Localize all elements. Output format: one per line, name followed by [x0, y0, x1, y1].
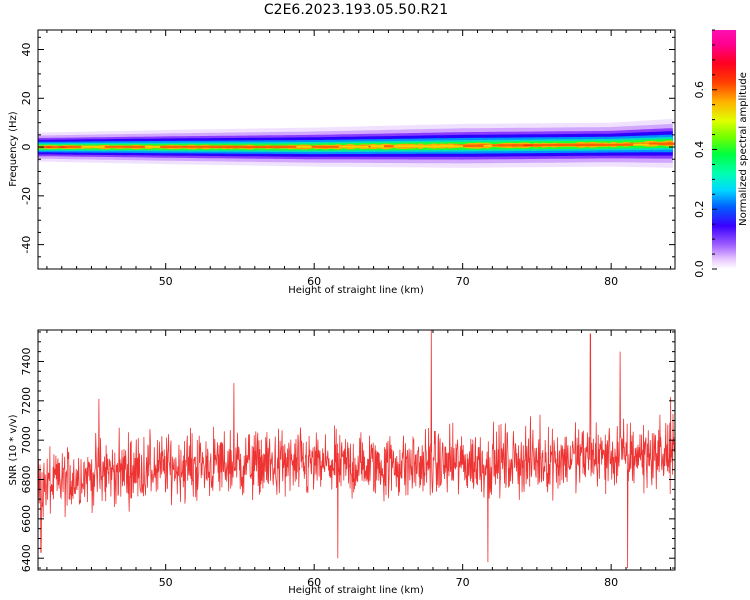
colorbar: 0.0 0.2 0.4 0.6 Normalized spectral amplitu… [693, 29, 749, 278]
spectrogram-hotspot [81, 145, 105, 148]
snr-series-line [38, 330, 675, 569]
x-tick-label: 50 [159, 576, 173, 589]
snr-ticks: 50 60 70 80 6400 6600 6800 7000 7200 7400 [20, 330, 675, 589]
colorbar-tick-label: 0.0 [693, 260, 706, 278]
y-tick-label: 6600 [20, 505, 33, 533]
x-tick-label: 70 [456, 275, 470, 288]
spectrogram-ticks: 50 60 70 80 -40 -20 0 20 40 [20, 30, 675, 288]
spectrogram-hotspot [454, 144, 483, 147]
snr-panel: 50 60 70 80 6400 6600 6800 7000 7200 7400 Height … [8, 329, 676, 596]
colorbar-tick-label: 0.2 [693, 201, 706, 219]
y-tick-label: 7400 [20, 347, 33, 375]
spectrogram-ylabel: Frequency (Hz) [8, 111, 19, 187]
snr-axes-frame [37, 329, 676, 571]
figure-title: C2E6.2023.193.05.50.R21 [264, 2, 448, 18]
y-tick-label: -40 [20, 236, 33, 254]
x-tick-label: 60 [307, 576, 321, 589]
spectrogram-hotspot [393, 145, 464, 148]
spectrogram-hotspot [209, 145, 244, 148]
spectrogram-hotspot [491, 144, 525, 147]
spectrogram-axes-frame [37, 29, 676, 270]
spectrogram-panel: 50 60 70 80 -40 -20 0 20 40 Height of straight l… [8, 29, 676, 296]
y-tick-label: -20 [20, 187, 33, 205]
spectrogram-hotspot [648, 142, 675, 145]
spectrogram-hotspot [325, 145, 369, 148]
y-tick-label: 20 [20, 91, 33, 105]
spectrogram-hotspot [311, 145, 339, 148]
snr-xlabel: Height of straight line (km) [288, 585, 424, 596]
spectrogram-hotspot [228, 145, 297, 148]
y-tick-label: 7200 [20, 387, 33, 415]
x-tick-label: 50 [159, 275, 173, 288]
x-tick-label: 60 [307, 275, 321, 288]
colorbar-ticks: 0.0 0.2 0.4 0.6 [693, 29, 717, 278]
y-tick-label: 6800 [20, 466, 33, 494]
colorbar-label: Normalized spectral amplitude [738, 72, 749, 226]
y-tick-label: 0 [20, 144, 33, 151]
spectrogram-band [38, 119, 675, 168]
x-tick-label: 80 [604, 275, 618, 288]
y-tick-label: 7000 [20, 426, 33, 454]
y-tick-label: 40 [20, 43, 33, 57]
spectrogram-xlabel: Height of straight line (km) [288, 285, 424, 296]
y-tick-label: 6400 [20, 544, 33, 572]
x-tick-label: 70 [456, 576, 470, 589]
x-tick-label: 80 [604, 576, 618, 589]
snr-ylabel: SNR (10 * v/v) [8, 414, 19, 485]
colorbar-tick-label: 0.6 [693, 81, 706, 99]
spectrogram-hotspot [561, 143, 634, 146]
colorbar-tick-label: 0.4 [693, 141, 706, 159]
spectrogram-hotspot [144, 145, 161, 148]
spectrogram-hotspot [285, 145, 326, 148]
